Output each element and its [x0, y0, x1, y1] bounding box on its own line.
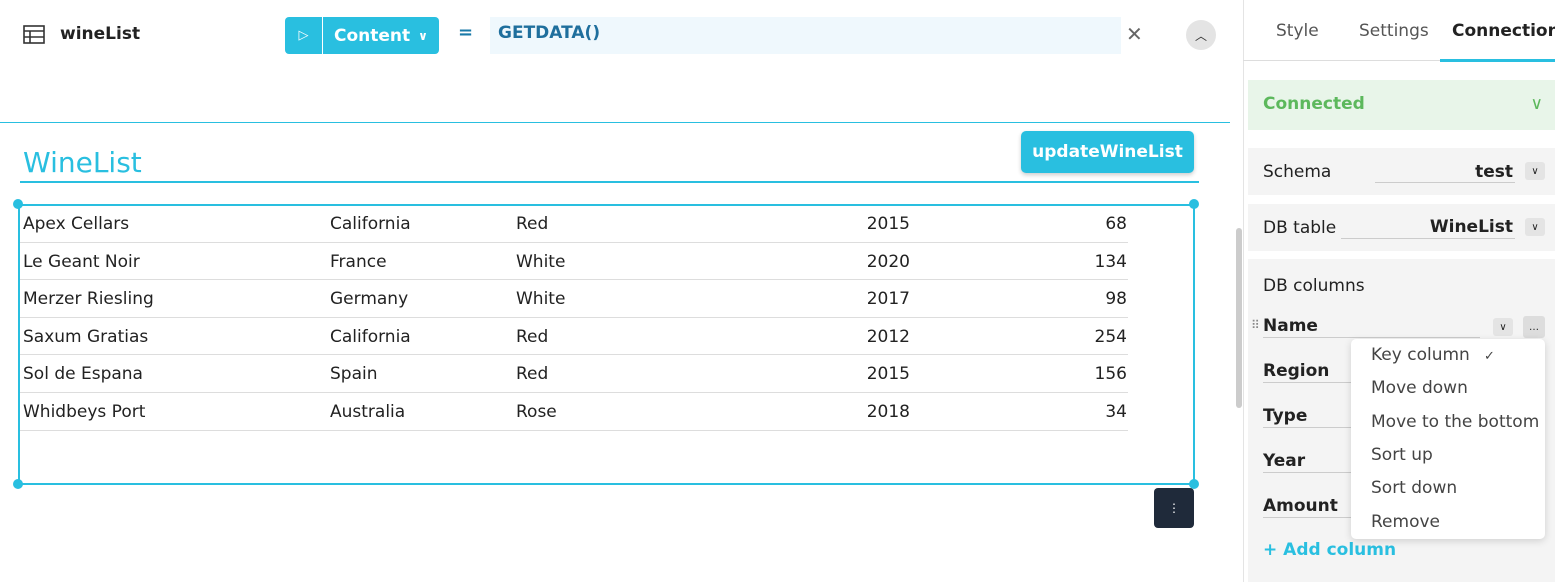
db-table-field: DB table WineList ∨ [1248, 204, 1555, 251]
tab-style[interactable]: Style [1276, 21, 1319, 41]
formula-input[interactable]: GETDATA() [490, 17, 1121, 54]
divider [0, 122, 1230, 123]
db-column-year[interactable]: Year [1263, 451, 1306, 471]
menu-item[interactable]: Key column ✓ [1371, 345, 1495, 365]
more-options-button[interactable]: ⋮ [1154, 488, 1194, 528]
resize-handle[interactable] [1189, 199, 1199, 209]
cell-year: 2012 [866, 326, 910, 347]
play-icon[interactable]: ▷ [285, 17, 323, 54]
active-tab-indicator [1440, 59, 1555, 62]
cell-region: California [330, 326, 411, 347]
cell-year: 2018 [866, 402, 910, 422]
cell-type: Red [516, 326, 549, 347]
chevron-down-icon: ∨ [418, 28, 428, 43]
table-row[interactable]: Apex Cellars California Red 2015 68 [20, 205, 1128, 243]
cell-type: Red [516, 364, 549, 385]
cell-name: Saxum Gratias [23, 326, 149, 347]
cell-region: Spain [330, 364, 378, 385]
resize-handle[interactable] [1189, 479, 1199, 489]
db-column-name[interactable]: Name [1263, 316, 1318, 336]
db-column-amount[interactable]: Amount [1263, 496, 1338, 516]
db-column-type[interactable]: Type [1263, 406, 1308, 426]
cell-name: Apex Cellars [23, 214, 130, 234]
menu-item[interactable]: Move to the bottom [1371, 411, 1540, 432]
chevron-down-icon[interactable]: ∨ [1493, 318, 1513, 336]
table-row[interactable]: Sol de Espana Spain Red 2015 156 [20, 355, 1128, 393]
resize-handle[interactable] [13, 479, 23, 489]
connection-status[interactable]: Connected ∨ [1248, 80, 1555, 130]
table-row[interactable]: Saxum Gratias California Red 2012 254 [20, 318, 1128, 356]
schema-value[interactable]: test [1475, 162, 1513, 182]
property-selector[interactable]: ▷ Content ∨ [285, 17, 439, 54]
db-table-value[interactable]: WineList [1429, 217, 1513, 237]
column-context-menu: Key column ✓ Move down Move to the bottom S… [1351, 339, 1545, 539]
column-menu-button[interactable]: … [1523, 316, 1545, 338]
cell-type: White [516, 289, 566, 310]
cell-type: White [516, 251, 566, 272]
table-row[interactable]: Le Geant Noir France White 2020 134 [20, 243, 1128, 281]
add-column-button[interactable]: + Add column [1263, 540, 1397, 560]
menu-item[interactable]: Remove [1371, 511, 1440, 532]
tab-connection[interactable]: Connection [1452, 21, 1555, 41]
tab-settings[interactable]: Settings [1359, 21, 1429, 41]
equals-sign: = [458, 22, 474, 43]
status-text: Connected [1263, 94, 1365, 114]
chevron-down-icon: ∨ [1530, 94, 1543, 114]
cell-year: 2020 [866, 251, 910, 272]
menu-item[interactable]: Sort down [1371, 478, 1458, 499]
cell-amount: 156 [1094, 364, 1127, 385]
close-icon[interactable]: ✕ [1126, 22, 1143, 46]
resize-handle[interactable] [13, 199, 23, 209]
table-icon [23, 25, 45, 44]
cell-region: Australia [330, 402, 406, 422]
cell-amount: 34 [1105, 402, 1127, 422]
cell-region: California [330, 214, 411, 234]
component-name: wineList [60, 24, 141, 44]
scrollbar[interactable] [1236, 228, 1242, 408]
check-icon: ✓ [1479, 349, 1495, 364]
cell-year: 2015 [866, 364, 910, 385]
drag-handle-icon[interactable]: ⠿ [1251, 318, 1260, 332]
cell-year: 2017 [866, 289, 910, 310]
chevron-down-icon[interactable]: ∨ [1525, 162, 1545, 180]
db-column-region[interactable]: Region [1263, 361, 1330, 381]
cell-name: Whidbeys Port [23, 402, 146, 422]
cell-amount: 68 [1105, 214, 1127, 234]
title-underline [20, 181, 1199, 183]
cell-region: Germany [330, 289, 409, 310]
menu-item[interactable]: Sort up [1371, 444, 1433, 465]
property-label: Content [334, 25, 411, 46]
table-selection-frame [18, 204, 1195, 485]
chevron-up-icon[interactable]: ︿ [1186, 20, 1216, 50]
cell-name: Merzer Riesling [23, 289, 154, 310]
cell-year: 2015 [866, 214, 910, 234]
schema-label: Schema [1263, 162, 1332, 182]
cell-amount: 254 [1094, 326, 1127, 347]
menu-item[interactable]: Move down [1371, 378, 1468, 399]
update-wine-list-button[interactable]: updateWineList [1021, 131, 1194, 173]
db-columns-label: DB columns [1263, 276, 1365, 296]
cell-type: Rose [516, 402, 557, 422]
cell-amount: 98 [1105, 289, 1127, 310]
properties-sidebar [1243, 0, 1555, 582]
db-table-label: DB table [1263, 218, 1337, 238]
schema-field: Schema test ∨ [1248, 148, 1555, 195]
cell-type: Red [516, 214, 549, 234]
cell-name: Le Geant Noir [23, 251, 140, 272]
table-row[interactable]: Merzer Riesling Germany White 2017 98 [20, 280, 1128, 318]
table-row[interactable]: Whidbeys Port Australia Rose 2018 34 [20, 393, 1128, 431]
cell-name: Sol de Espana [23, 364, 143, 385]
widget-title: WineList [23, 146, 142, 179]
chevron-down-icon[interactable]: ∨ [1525, 218, 1545, 236]
cell-amount: 134 [1094, 251, 1127, 272]
cell-region: France [330, 251, 387, 272]
